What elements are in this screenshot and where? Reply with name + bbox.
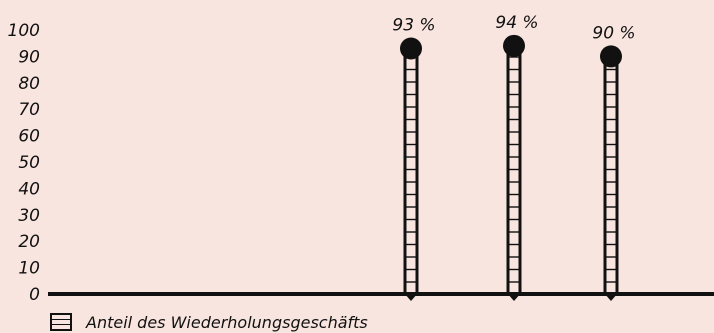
bar-chart: 0 10 20 30 40 50 60 70 80 90 100 93 % 94 % 90 % 2023… <box>8 13 714 312</box>
bar: 93 % <box>392 15 436 301</box>
y-tick-label: 50 <box>18 153 40 173</box>
y-tick-label: 40 <box>18 179 40 199</box>
y-tick-label: 30 <box>18 206 40 226</box>
legend-swatch-icon <box>50 313 72 331</box>
y-axis: 0 10 20 30 40 50 60 70 80 90 100 <box>8 21 40 305</box>
bar-top-marker <box>600 45 622 68</box>
bar-column <box>603 54 619 296</box>
y-tick-label: 70 <box>18 100 40 120</box>
bar-series: 93 % 94 % 90 % <box>392 13 636 301</box>
data-label: 94 % <box>495 13 538 33</box>
x-tick-label: 2025 <box>587 310 634 312</box>
x-tick-label: 2023 <box>389 310 432 312</box>
bar: 94 % <box>495 13 539 301</box>
data-label: 93 % <box>392 15 435 35</box>
y-tick-label: 20 <box>18 232 40 252</box>
y-tick-label: 100 <box>8 21 40 41</box>
legend: Anteil des Wiederholungsgeschäfts <box>50 312 368 332</box>
y-tick-label: 60 <box>18 127 40 147</box>
bar-top-marker <box>400 37 422 60</box>
y-tick-label: 90 <box>18 47 40 67</box>
y-tick-label: 0 <box>29 285 40 305</box>
data-label: 90 % <box>592 23 635 43</box>
x-tick-label: 2024 <box>492 310 535 312</box>
legend-label: Anteil des Wiederholungsgeschäfts <box>86 312 368 332</box>
y-tick-label: 80 <box>18 74 40 94</box>
y-tick-label: 10 <box>18 259 40 279</box>
x-axis: 2023 2024 2025 <box>389 310 634 312</box>
bar: 90 % <box>592 23 636 301</box>
bar-top-marker <box>503 34 525 57</box>
